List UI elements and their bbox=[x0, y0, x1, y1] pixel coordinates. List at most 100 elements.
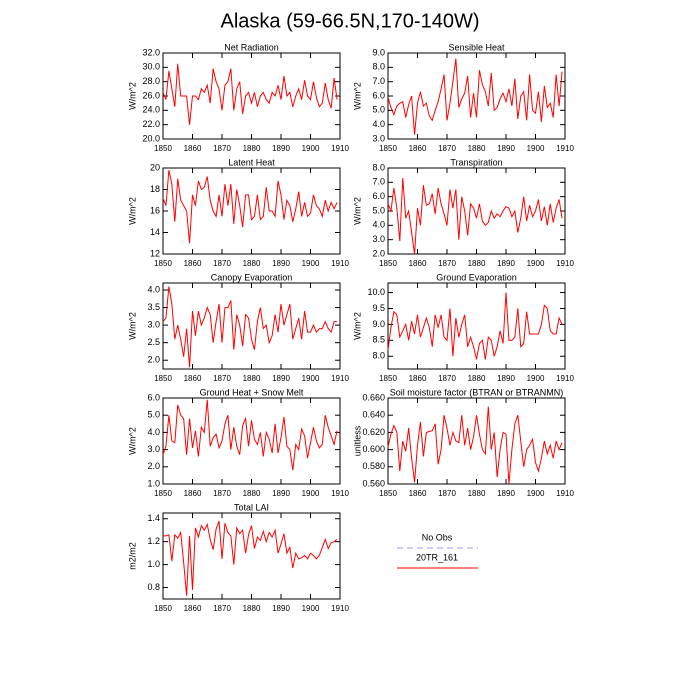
y-tick-label: 6.0 bbox=[147, 392, 160, 402]
y-tick-label: 0.620 bbox=[362, 427, 385, 437]
y-tick-label: 5.0 bbox=[372, 105, 385, 115]
x-tick-label: 1850 bbox=[379, 374, 397, 383]
data-line bbox=[387, 177, 563, 255]
x-tick-label: 1860 bbox=[184, 144, 202, 153]
y-tick-label: 4.0 bbox=[372, 119, 385, 129]
y-axis-label: W/m^2 bbox=[127, 427, 137, 455]
y-axis-label: m2/m2 bbox=[127, 542, 137, 570]
x-tick-label: 1880 bbox=[243, 144, 261, 153]
y-tick-label: 3.0 bbox=[372, 234, 385, 244]
y-tick-label: 22.0 bbox=[142, 119, 160, 129]
x-tick-label: 1850 bbox=[154, 144, 172, 153]
y-tick-label: 26.0 bbox=[142, 90, 160, 100]
x-tick-label: 1880 bbox=[243, 259, 261, 268]
x-tick-label: 1860 bbox=[409, 259, 427, 268]
y-tick-label: 0.580 bbox=[362, 461, 385, 471]
y-tick-label: 2.0 bbox=[147, 355, 160, 365]
plot-frame bbox=[162, 282, 341, 370]
x-tick-label: 1910 bbox=[556, 489, 574, 498]
x-tick-label: 1860 bbox=[184, 259, 202, 268]
x-tick-label: 1900 bbox=[302, 144, 320, 153]
x-tick-label: 1860 bbox=[409, 144, 427, 153]
x-tick-label: 1910 bbox=[331, 374, 349, 383]
plot-frame bbox=[162, 397, 341, 485]
x-tick-label: 1890 bbox=[497, 374, 515, 383]
x-tick-label: 1900 bbox=[527, 374, 545, 383]
y-tick-label: 12 bbox=[150, 248, 160, 258]
y-tick-label: 1.0 bbox=[147, 559, 160, 569]
x-tick-label: 1890 bbox=[272, 144, 290, 153]
x-tick-label: 1870 bbox=[438, 489, 456, 498]
x-tick-label: 1890 bbox=[497, 489, 515, 498]
y-tick-label: 4.0 bbox=[147, 284, 160, 294]
y-tick-label: 1.0 bbox=[147, 478, 160, 488]
y-axis-label: W/m^2 bbox=[352, 82, 362, 110]
x-tick-label: 1870 bbox=[213, 144, 231, 153]
y-tick-label: 30.0 bbox=[142, 62, 160, 72]
x-tick-label: 1910 bbox=[556, 144, 574, 153]
data-line bbox=[162, 170, 338, 244]
y-tick-label: 10.0 bbox=[367, 287, 385, 297]
y-axis-label: W/m^2 bbox=[127, 312, 137, 340]
page-title: Alaska (59-66.5N,170-140W) bbox=[220, 10, 479, 32]
x-tick-label: 1900 bbox=[527, 144, 545, 153]
y-tick-label: 9.0 bbox=[372, 47, 385, 57]
legend-label: 20TR_161 bbox=[416, 552, 458, 562]
x-tick-label: 1890 bbox=[497, 144, 515, 153]
panel-title: Total LAI bbox=[234, 502, 269, 512]
y-tick-label: 8.5 bbox=[372, 335, 385, 345]
y-tick-label: 3.0 bbox=[147, 319, 160, 329]
x-tick-label: 1880 bbox=[468, 374, 486, 383]
y-tick-label: 8.0 bbox=[372, 351, 385, 361]
y-tick-label: 7.0 bbox=[372, 76, 385, 86]
data-line bbox=[163, 520, 338, 596]
y-tick-label: 8.0 bbox=[372, 62, 385, 72]
y-tick-label: 8.0 bbox=[372, 162, 385, 172]
y-axis-label: W/m^2 bbox=[127, 197, 137, 225]
panel-title: Canopy Evaporation bbox=[211, 272, 293, 282]
x-tick-label: 1860 bbox=[184, 374, 202, 383]
plot-frame bbox=[387, 282, 566, 370]
legend-label: No Obs bbox=[422, 532, 453, 542]
data-line bbox=[387, 58, 563, 135]
y-tick-label: 0.660 bbox=[362, 392, 385, 402]
y-tick-label: 18 bbox=[150, 184, 160, 194]
x-tick-label: 1860 bbox=[409, 374, 427, 383]
y-tick-label: 14 bbox=[150, 227, 160, 237]
y-tick-label: 20 bbox=[150, 162, 160, 172]
y-tick-label: 1.4 bbox=[147, 513, 160, 523]
x-tick-label: 1850 bbox=[154, 604, 172, 613]
x-tick-label: 1900 bbox=[302, 259, 320, 268]
y-tick-label: 3.5 bbox=[147, 302, 160, 312]
panel-title: Transpiration bbox=[450, 157, 502, 167]
y-axis-label: W/m^2 bbox=[127, 82, 137, 110]
panel-title: Ground Evaporation bbox=[436, 272, 517, 282]
panel-title: Latent Heat bbox=[228, 157, 275, 167]
y-axis-label: W/m^2 bbox=[352, 197, 362, 225]
plot-frame bbox=[387, 52, 566, 140]
x-tick-label: 1890 bbox=[272, 604, 290, 613]
plot-frame bbox=[162, 512, 341, 600]
y-tick-label: 0.600 bbox=[362, 444, 385, 454]
y-tick-label: 2.5 bbox=[147, 337, 160, 347]
x-tick-label: 1890 bbox=[272, 259, 290, 268]
y-tick-label: 5.0 bbox=[147, 410, 160, 420]
x-tick-label: 1910 bbox=[331, 144, 349, 153]
y-tick-label: 16 bbox=[150, 205, 160, 215]
x-tick-label: 1900 bbox=[302, 604, 320, 613]
y-tick-label: 7.0 bbox=[372, 177, 385, 187]
y-tick-label: 6.0 bbox=[372, 191, 385, 201]
y-tick-label: 5.0 bbox=[372, 205, 385, 215]
x-tick-label: 1850 bbox=[154, 259, 172, 268]
x-tick-label: 1850 bbox=[154, 489, 172, 498]
data-line bbox=[162, 63, 338, 125]
x-tick-label: 1890 bbox=[497, 259, 515, 268]
x-tick-label: 1900 bbox=[302, 374, 320, 383]
panel-title: Sensible Heat bbox=[448, 42, 505, 52]
y-tick-label: 4.0 bbox=[147, 427, 160, 437]
y-tick-label: 3.0 bbox=[147, 444, 160, 454]
x-tick-label: 1900 bbox=[527, 489, 545, 498]
x-tick-label: 1880 bbox=[243, 374, 261, 383]
